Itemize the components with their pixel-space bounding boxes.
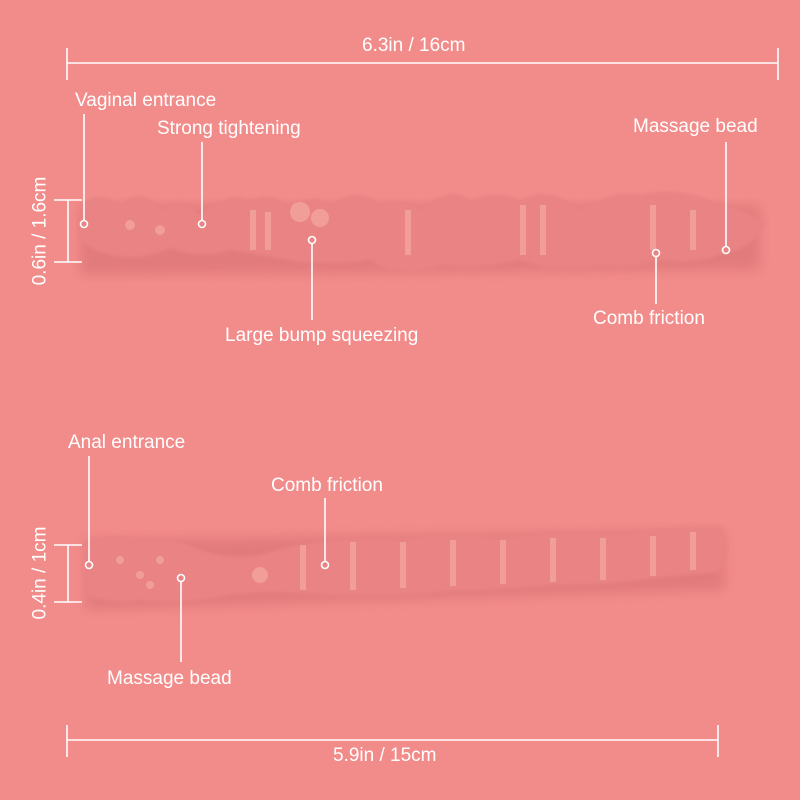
callout-vaginal-entrance: Vaginal entrance [75, 90, 217, 111]
bottom-canal-illustration [85, 527, 725, 610]
bottom-length-label: 5.9in / 15cm [333, 745, 437, 766]
top-length-label: 6.3in / 16cm [362, 35, 466, 56]
callout-massage-bead-top: Massage bead [633, 116, 758, 137]
callout-comb-friction-bottom: Comb friction [271, 475, 383, 496]
callout-massage-bead-bottom: Massage bead [107, 668, 232, 689]
top-width-label: 0.6in / 1.6cm [29, 176, 51, 286]
callout-large-bump-squeezing: Large bump squeezing [225, 325, 419, 346]
bottom-length-dimension-line [66, 725, 719, 757]
callout-comb-friction-top: Comb friction [593, 308, 705, 329]
callout-anal-entrance: Anal entrance [68, 432, 186, 453]
bottom-width-label: 0.4in / 1cm [29, 526, 51, 620]
bottom-width-dimension-line [54, 544, 82, 603]
callout-strong-tightening: Strong tightening [157, 118, 301, 139]
top-length-dimension-line [66, 48, 779, 80]
callout-leaders [79, 114, 731, 662]
top-canal-illustration [80, 191, 765, 275]
top-width-dimension-line [54, 199, 82, 263]
